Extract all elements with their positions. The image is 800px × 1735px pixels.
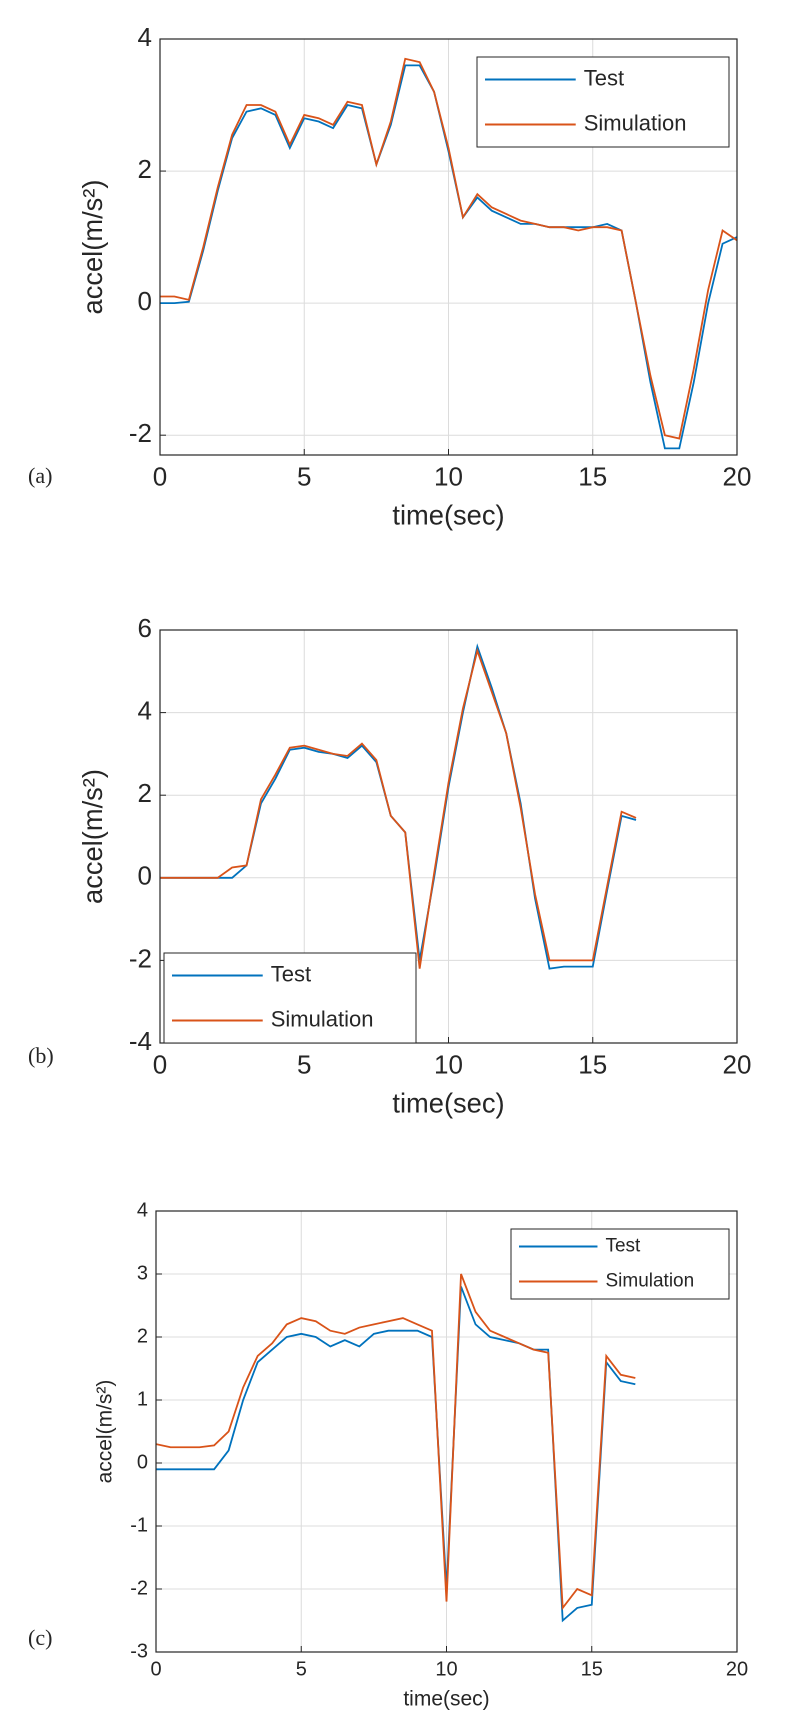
legend-label: Test [605,1236,641,1257]
y-tick-label: 1 [137,1388,148,1410]
x-axis-label: time(sec) [392,1088,504,1119]
y-tick-label: -2 [129,943,152,973]
legend-box [510,1228,730,1300]
y-tick-label: 4 [138,695,152,725]
panel-label: (c) [28,1625,52,1650]
x-tick-label: 10 [434,1049,463,1079]
y-tick-label: -2 [129,418,152,448]
x-tick-label: 15 [578,461,607,491]
x-tick-label: 5 [297,461,311,491]
x-tick-label: 0 [153,461,167,491]
x-axis-label: time(sec) [392,500,504,531]
x-tick-label: 20 [726,1658,748,1680]
x-tick-label: 0 [153,1049,167,1079]
y-tick-label: -4 [129,1026,152,1056]
data-line [160,57,737,440]
data-line [160,647,637,969]
x-tick-label: 15 [581,1658,603,1680]
y-tick-label: 0 [138,861,152,891]
panel-label: (b) [28,1043,54,1068]
legend-label: Simulation [605,1271,694,1292]
axes-box [159,38,738,456]
legend-label: Test [271,961,311,986]
x-tick-label: 15 [578,1049,607,1079]
x-tick-label: 5 [296,1658,307,1680]
y-tick-label: 0 [137,1451,148,1473]
y-tick-label: 0 [138,286,152,316]
y-tick-label: 2 [138,154,152,184]
legend-label: Simulation [584,110,687,135]
axes-box [155,1210,738,1653]
x-tick-label: 10 [435,1658,457,1680]
panel-label: (a) [28,463,52,488]
y-axis-label: accel(m/s²) [77,180,108,315]
y-axis-label: accel(m/s²) [77,769,108,904]
y-tick-label: -3 [130,1640,148,1662]
y-tick-label: 6 [138,613,152,643]
legend-label: Test [584,65,624,90]
x-axis-label: time(sec) [403,1688,489,1711]
y-tick-label: 4 [138,22,152,52]
y-axis-label: accel(m/s²) [94,1380,117,1484]
x-tick-label: 5 [297,1049,311,1079]
x-tick-label: 20 [723,461,752,491]
y-tick-label: 2 [138,778,152,808]
axes-box [159,629,738,1044]
y-tick-label: 2 [137,1325,148,1347]
y-tick-label: 3 [137,1262,148,1284]
data-line [156,1273,636,1611]
legend-label: Simulation [271,1006,374,1031]
legend-box [163,952,417,1044]
y-tick-label: 4 [137,1199,148,1221]
x-tick-label: 0 [150,1658,161,1680]
x-tick-label: 10 [434,461,463,491]
y-tick-label: -1 [130,1514,148,1536]
x-tick-label: 20 [723,1049,752,1079]
y-tick-label: -2 [130,1577,148,1599]
legend-box [476,56,730,148]
